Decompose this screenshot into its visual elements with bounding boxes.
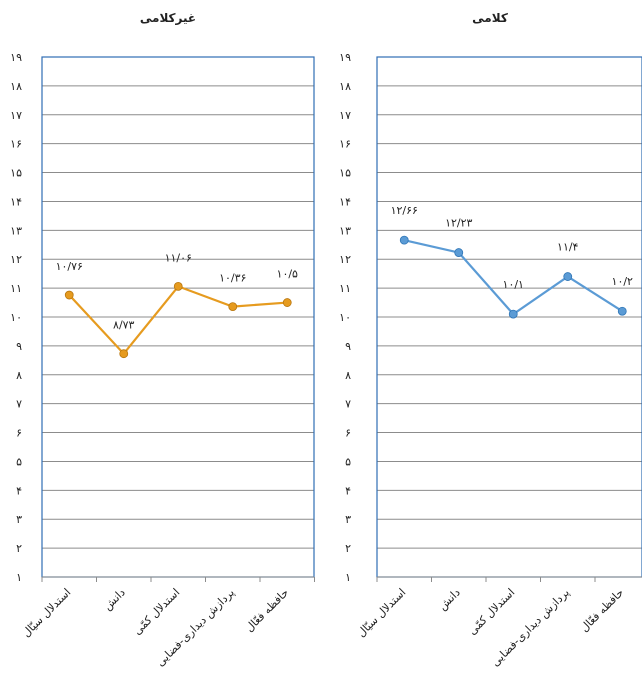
y-tick-label: ۷ bbox=[16, 398, 22, 411]
y-tick-label: ۱۹ bbox=[339, 51, 351, 64]
data-point bbox=[282, 298, 292, 307]
y-tick-label: ۳ bbox=[345, 513, 351, 526]
y-tick-label: ۱۱ bbox=[339, 282, 351, 295]
y-tick-label: ۹ bbox=[16, 340, 22, 353]
x-category-label: دانش bbox=[436, 586, 463, 613]
y-tick-label: ۷ bbox=[345, 398, 351, 411]
y-tick-label: ۱۰ bbox=[10, 311, 22, 324]
x-category-label: استدلال کمّی bbox=[466, 586, 518, 638]
y-tick-label: ۱۲ bbox=[339, 253, 351, 266]
data-point bbox=[399, 235, 409, 245]
y-tick-label: ۱۸ bbox=[10, 80, 22, 93]
y-tick-label: ۲ bbox=[16, 542, 22, 555]
y-tick-label: ۱۱ bbox=[10, 282, 22, 295]
data-label: ۱۱/۴ bbox=[557, 241, 579, 254]
data-point bbox=[454, 248, 464, 257]
y-tick-label: ۲ bbox=[345, 542, 351, 555]
x-category-label: دانش bbox=[101, 586, 128, 613]
y-tick-label: ۱ bbox=[345, 571, 351, 584]
data-label: ۱۲/۶۶ bbox=[391, 204, 418, 217]
y-tick-label: ۱۵ bbox=[10, 167, 22, 180]
y-tick-label: ۱۸ bbox=[339, 80, 351, 93]
y-tick-label: ۱ bbox=[16, 571, 22, 584]
data-point bbox=[64, 290, 74, 300]
y-tick-label: ۱۰ bbox=[339, 311, 351, 324]
y-tick-label: ۱۷ bbox=[10, 109, 22, 122]
y-tick-label: ۱۶ bbox=[339, 138, 351, 151]
x-category-label: استدلال سیّال bbox=[355, 586, 409, 640]
y-tick-label: ۴ bbox=[16, 484, 22, 497]
data-label: ۱۰/۵ bbox=[277, 268, 299, 281]
y-tick-label: ۳ bbox=[16, 513, 22, 526]
data-label: ۱۰/۳۶ bbox=[219, 272, 246, 285]
data-label: ۱۱/۰۶ bbox=[165, 251, 192, 264]
data-point bbox=[617, 306, 627, 316]
y-tick-label: ۱۳ bbox=[10, 224, 22, 237]
chart-verbal: کلامی۱۲۳۴۵۶۷۸۹۱۰۱۱۱۲۱۳۱۴۱۵۱۶۱۷۱۸۱۹استدلا… bbox=[339, 11, 642, 669]
chart-title: غیرکلامی bbox=[140, 11, 196, 25]
y-tick-label: ۶ bbox=[345, 427, 351, 440]
y-tick-label: ۱۳ bbox=[339, 224, 351, 237]
data-point bbox=[119, 349, 129, 359]
data-label: ۱۲/۲۳ bbox=[445, 217, 472, 230]
data-point bbox=[508, 309, 518, 319]
x-category-label: حافظه فعّال bbox=[243, 586, 292, 635]
y-tick-label: ۶ bbox=[16, 427, 22, 440]
data-label: ۸/۷۳ bbox=[113, 319, 135, 332]
data-label: ۱۰/۷۶ bbox=[56, 260, 83, 273]
y-tick-label: ۱۵ bbox=[339, 167, 351, 180]
x-category-label: حافظه فعّال bbox=[578, 586, 627, 635]
y-tick-label: ۱۹ bbox=[10, 51, 22, 64]
data-point bbox=[173, 281, 183, 291]
x-category-label: استدلال سیّال bbox=[20, 586, 74, 640]
chart-nonverbal: غیرکلامی۱۲۳۴۵۶۷۸۹۱۰۱۱۱۲۱۳۱۴۱۵۱۶۱۷۱۸۱۹است… bbox=[10, 11, 315, 669]
chart-title: کلامی bbox=[472, 11, 508, 25]
data-label: ۱۰/۲ bbox=[612, 275, 634, 288]
data-point bbox=[563, 272, 573, 281]
y-tick-label: ۸ bbox=[345, 369, 351, 382]
y-tick-label: ۱۴ bbox=[10, 195, 22, 208]
x-category-label: استدلال کمّی bbox=[131, 586, 183, 638]
series-line bbox=[68, 285, 288, 356]
y-tick-label: ۱۶ bbox=[10, 138, 22, 151]
y-tick-label: ۵ bbox=[345, 455, 351, 468]
y-tick-label: ۱۴ bbox=[339, 195, 351, 208]
y-tick-label: ۵ bbox=[16, 455, 22, 468]
y-tick-label: ۴ bbox=[345, 484, 351, 497]
y-tick-label: ۱۷ bbox=[339, 109, 351, 122]
data-point bbox=[228, 302, 238, 312]
y-tick-label: ۱۲ bbox=[10, 253, 22, 266]
y-tick-label: ۸ bbox=[16, 369, 22, 382]
data-label: ۱۰/۱ bbox=[503, 278, 524, 291]
y-tick-label: ۹ bbox=[345, 340, 351, 353]
